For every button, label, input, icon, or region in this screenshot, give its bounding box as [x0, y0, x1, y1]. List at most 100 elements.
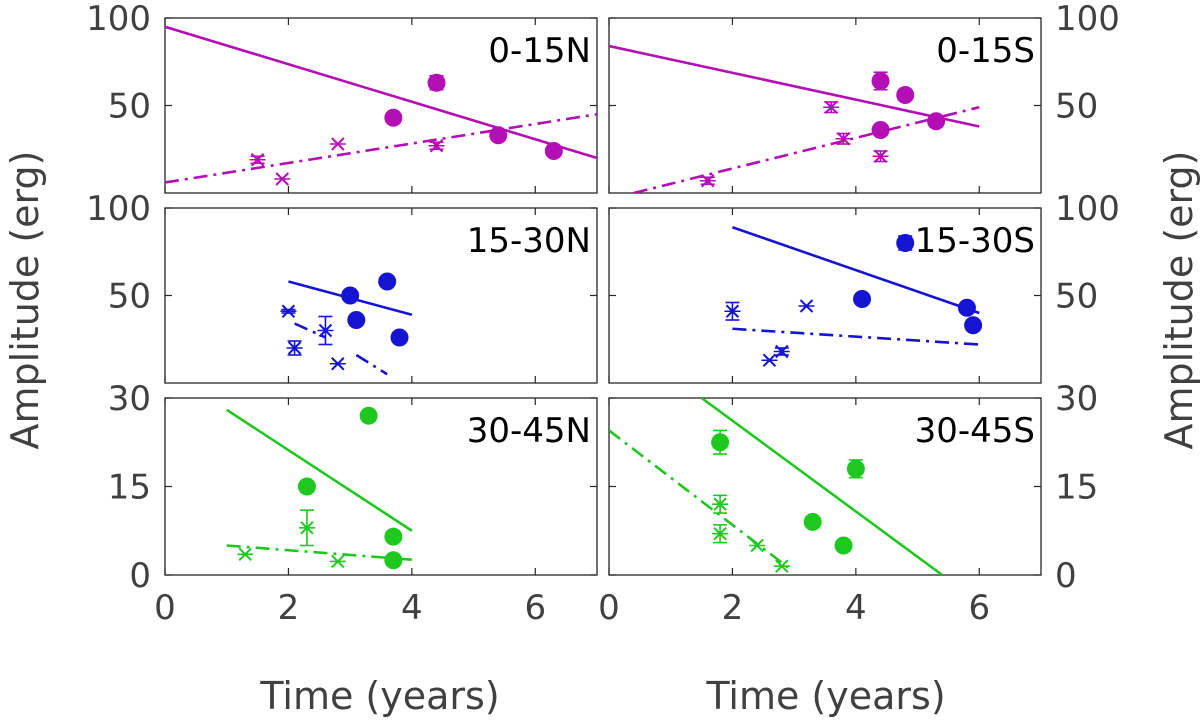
x-tick-label-30-45S-0: 0: [598, 588, 620, 628]
panel-30-45S: 30-45S: [608, 397, 1042, 576]
circle-point-15-30N-3: [390, 328, 409, 347]
cross-point-30-45N-2: [329, 554, 346, 569]
circle-point-30-45S-0: [711, 433, 730, 452]
cross-point-30-45S-2: [749, 538, 766, 553]
y-tick-label-30-45N-1: 15: [108, 468, 151, 508]
cross-point-15-30N-0: [280, 304, 297, 318]
cross-point-30-45S-1: [712, 526, 729, 541]
circle-point-0-15S-0: [871, 72, 890, 90]
cross-point-15-30N-1: [286, 341, 303, 355]
panel-15-30S: 15-30S: [608, 207, 1042, 384]
panel-30-45N: 30-45N: [164, 397, 598, 576]
y-tick-label-30-45N-2: 0: [129, 556, 151, 596]
panel-label-0-15S: 0-15S: [936, 31, 1035, 71]
cross-point-0-15N-1: [274, 172, 291, 186]
x-tick-label-30-45N-0: 0: [154, 588, 176, 628]
x-axis-title-right: Time (years): [705, 674, 945, 718]
x-tick-label-30-45N-1: 2: [278, 588, 300, 628]
x-tick-label-30-45N-2: 4: [401, 588, 423, 628]
circle-point-30-45N-3: [384, 551, 403, 570]
y-tick-label-30-45N-0: 30: [108, 379, 151, 419]
circle-point-0-15N-1: [427, 73, 446, 92]
cross-point-30-45S-3: [773, 559, 790, 573]
fit-line-dashdot-15-30S: [732, 327, 980, 346]
cross-point-0-15N-3: [428, 139, 445, 153]
fit-line-dashdot-15-30N-1: [355, 353, 388, 376]
circle-point-15-30N-1: [378, 272, 397, 291]
cross-point-0-15N-2: [329, 137, 346, 151]
cross-point-15-30S-1: [761, 353, 778, 367]
cross-point-15-30S-0: [724, 304, 741, 318]
data-marks-0-15N: [165, 25, 597, 186]
panels-layer: 0-15N 100 50 0-15S 100 50 15-30N 100 50 15-30S 100…: [86, 0, 1120, 628]
circle-point-0-15S-2: [871, 121, 890, 139]
data-marks-15-30S: [724, 226, 983, 367]
fit-line-solid-30-45N: [226, 408, 413, 532]
cross-point-30-45N-0: [237, 547, 254, 562]
cross-point-30-45S-0: [712, 497, 729, 511]
x-tick-label-30-45S-2: 4: [845, 588, 867, 628]
fit-line-solid-0-15N: [165, 25, 597, 160]
x-tick-label-30-45S-3: 6: [968, 588, 990, 628]
panel-15-30N: 15-30N: [164, 207, 598, 384]
panel-label-15-30S: 15-30S: [915, 221, 1035, 261]
y-tick-label-0-15N-0: 100: [86, 0, 151, 39]
data-marks-15-30N: [280, 272, 413, 376]
cross-point-15-30N-3: [329, 357, 346, 371]
cross-point-0-15N-0: [249, 153, 266, 167]
cross-point-0-15S-1: [823, 100, 840, 114]
fit-line-solid-15-30S: [732, 226, 980, 315]
cross-point-0-15S-0: [699, 174, 716, 188]
y-tick-label-30-45S-1: 15: [1055, 468, 1098, 508]
y-axis-title-left: Amplitude (erg): [3, 151, 47, 450]
y-tick-label-0-15S-1: 50: [1055, 87, 1098, 127]
circle-point-30-45N-2: [384, 527, 403, 546]
data-marks-30-45N: [226, 406, 413, 570]
cross-point-0-15S-3: [872, 149, 889, 163]
panel-label-30-45S: 30-45S: [915, 411, 1035, 451]
cross-point-15-30S-3: [798, 299, 815, 313]
panel-label-0-15N: 0-15N: [488, 31, 591, 71]
circle-point-0-15N-2: [489, 126, 508, 145]
cross-point-30-45N-1: [298, 521, 315, 535]
circle-point-15-30S-1: [853, 290, 872, 308]
circle-point-15-30N-0: [341, 286, 360, 305]
x-tick-label-30-45S-1: 2: [722, 588, 744, 628]
y-tick-label-15-30N-1: 50: [108, 277, 151, 317]
circle-point-15-30S-3: [964, 316, 983, 335]
circle-point-30-45S-3: [834, 536, 853, 555]
y-tick-label-30-45S-2: 0: [1055, 556, 1077, 596]
fit-line-dashdot-0-15S: [633, 105, 980, 193]
panel-0-15S: 0-15S: [608, 17, 1042, 194]
circle-point-30-45N-1: [297, 477, 316, 496]
cross-point-0-15S-2: [835, 132, 852, 146]
y-tick-label-15-30S-1: 50: [1055, 277, 1098, 317]
circle-point-30-45N-0: [359, 406, 378, 425]
x-axis-title-left: Time (years): [259, 674, 499, 718]
y-tick-label-0-15N-1: 50: [108, 87, 151, 127]
fit-line-dashdot-30-45S: [609, 429, 789, 569]
y-tick-label-15-30S-0: 100: [1055, 189, 1120, 229]
y-tick-label-30-45S-0: 30: [1055, 379, 1098, 419]
circle-point-15-30N-2: [347, 311, 366, 329]
circle-point-30-45S-2: [803, 512, 822, 531]
data-marks-0-15S: [609, 44, 980, 193]
panel-label-15-30N: 15-30N: [467, 221, 591, 261]
data-marks-30-45S: [609, 398, 944, 575]
fit-line-dashdot-0-15N: [165, 112, 597, 184]
circle-point-0-15N-3: [544, 142, 563, 160]
panel-label-30-45N: 30-45N: [467, 411, 591, 451]
circle-point-15-30S-0: [896, 234, 915, 252]
circle-point-0-15S-1: [896, 86, 915, 104]
circle-point-0-15N-0: [384, 108, 403, 127]
cross-point-15-30N-2: [317, 323, 334, 338]
x-tick-label-30-45N-3: 6: [524, 588, 546, 628]
circle-point-0-15S-3: [927, 112, 946, 131]
circle-point-30-45S-1: [846, 459, 865, 478]
y-tick-label-15-30N-0: 100: [86, 189, 151, 229]
circle-point-15-30S-2: [957, 298, 976, 317]
fit-line-dashdot-15-30N-0: [294, 322, 326, 339]
y-axis-title-right: Amplitude (erg): [1157, 151, 1200, 450]
panel-0-15N: 0-15N: [164, 17, 598, 194]
